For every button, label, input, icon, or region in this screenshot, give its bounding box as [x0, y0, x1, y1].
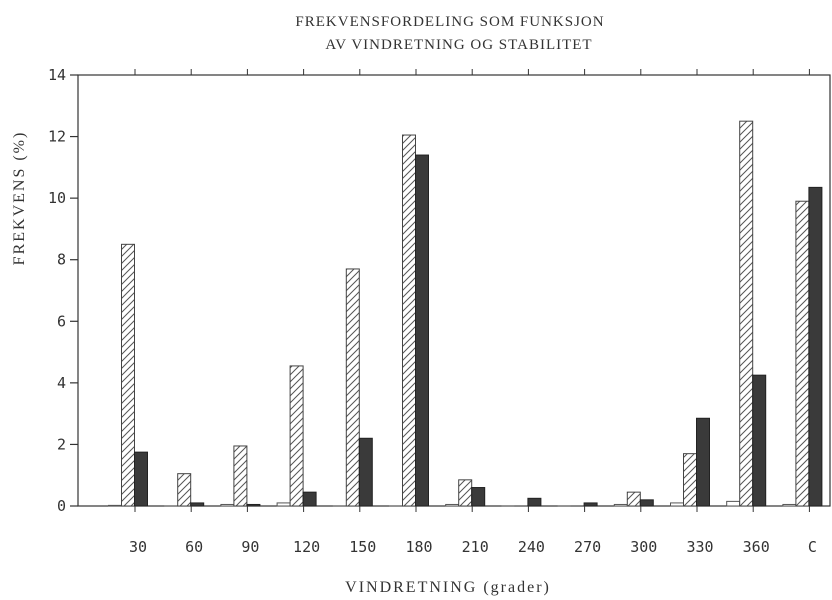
x-tick-label: 150	[349, 538, 376, 556]
bar-hatched-330	[683, 453, 697, 507]
y-tick-label: 6	[57, 312, 66, 330]
y-tick-label: 10	[48, 189, 66, 207]
x-tick-label: 30	[129, 538, 147, 556]
bar-open-90	[220, 503, 235, 507]
chart-title-line-2: AV VINDRETNING OG STABILITET	[325, 37, 592, 53]
bar-open-300	[613, 503, 628, 507]
bar-dark-180	[415, 154, 429, 507]
bar-hatched-210	[458, 479, 473, 507]
bar-hatched-90	[233, 445, 248, 507]
x-tick-label: 330	[686, 538, 713, 556]
x-tick-label: 180	[405, 538, 432, 556]
x-tick-label: 240	[518, 538, 545, 556]
bar-dark-210	[471, 487, 486, 507]
x-tick-label: 90	[241, 538, 259, 556]
bar-hatched-60	[177, 473, 192, 507]
bar-hatched-180	[402, 134, 416, 507]
bar-dark-120	[302, 491, 317, 507]
bar-dark-240	[527, 497, 542, 507]
y-tick-label: 12	[48, 128, 66, 146]
bar-dark-90	[246, 503, 261, 507]
bar-open-210	[445, 503, 460, 507]
x-tick-label: 210	[462, 538, 489, 556]
bar-hatched-300	[626, 491, 641, 507]
bar-open-360	[726, 500, 741, 507]
bar-dark-360	[752, 374, 767, 507]
x-tick-label: C	[808, 538, 817, 556]
bar-dark-150	[358, 437, 373, 507]
x-tick-label: 270	[574, 538, 601, 556]
plot-frame	[77, 74, 831, 507]
bar-dark-60	[190, 502, 205, 507]
bar-open-330	[670, 502, 684, 507]
bar-hatched-30	[121, 243, 135, 507]
x-tick-label: 120	[293, 538, 320, 556]
x-tick-label: 60	[185, 538, 203, 556]
bar-hatched-120	[289, 365, 304, 507]
bar-open-30	[108, 504, 122, 507]
x-tick-label: 300	[630, 538, 657, 556]
bar-dark-300	[639, 499, 654, 507]
bar-dark-30	[134, 451, 148, 507]
bar-dark-330	[696, 417, 710, 507]
plot-area: 0 2 4 6 8 10 12 14 30 60 90 120 150 180 210 240 270 300 33…	[48, 66, 831, 556]
bar-open-C	[782, 503, 797, 507]
y-axis-label: FREKVENS (%)	[11, 131, 28, 266]
bar-dark-C	[808, 186, 823, 507]
bar-hatched-360	[739, 120, 754, 507]
y-tick-label: 4	[57, 374, 66, 392]
x-axis-label: VINDRETNING (grader)	[345, 579, 551, 596]
y-tick-label: 8	[57, 251, 66, 269]
bar-hatched-C	[795, 200, 810, 507]
x-tick-label: 360	[743, 538, 770, 556]
bar-open-120	[276, 502, 291, 507]
y-tick-label: 14	[48, 66, 66, 84]
bar-hatched-150	[345, 268, 360, 507]
y-tick-label: 0	[57, 497, 66, 515]
y-tick-label: 2	[57, 435, 66, 453]
bar-dark-270	[583, 502, 598, 507]
chart-title-line-1: FREKVENSFORDELING SOM FUNKSJON	[295, 14, 604, 30]
